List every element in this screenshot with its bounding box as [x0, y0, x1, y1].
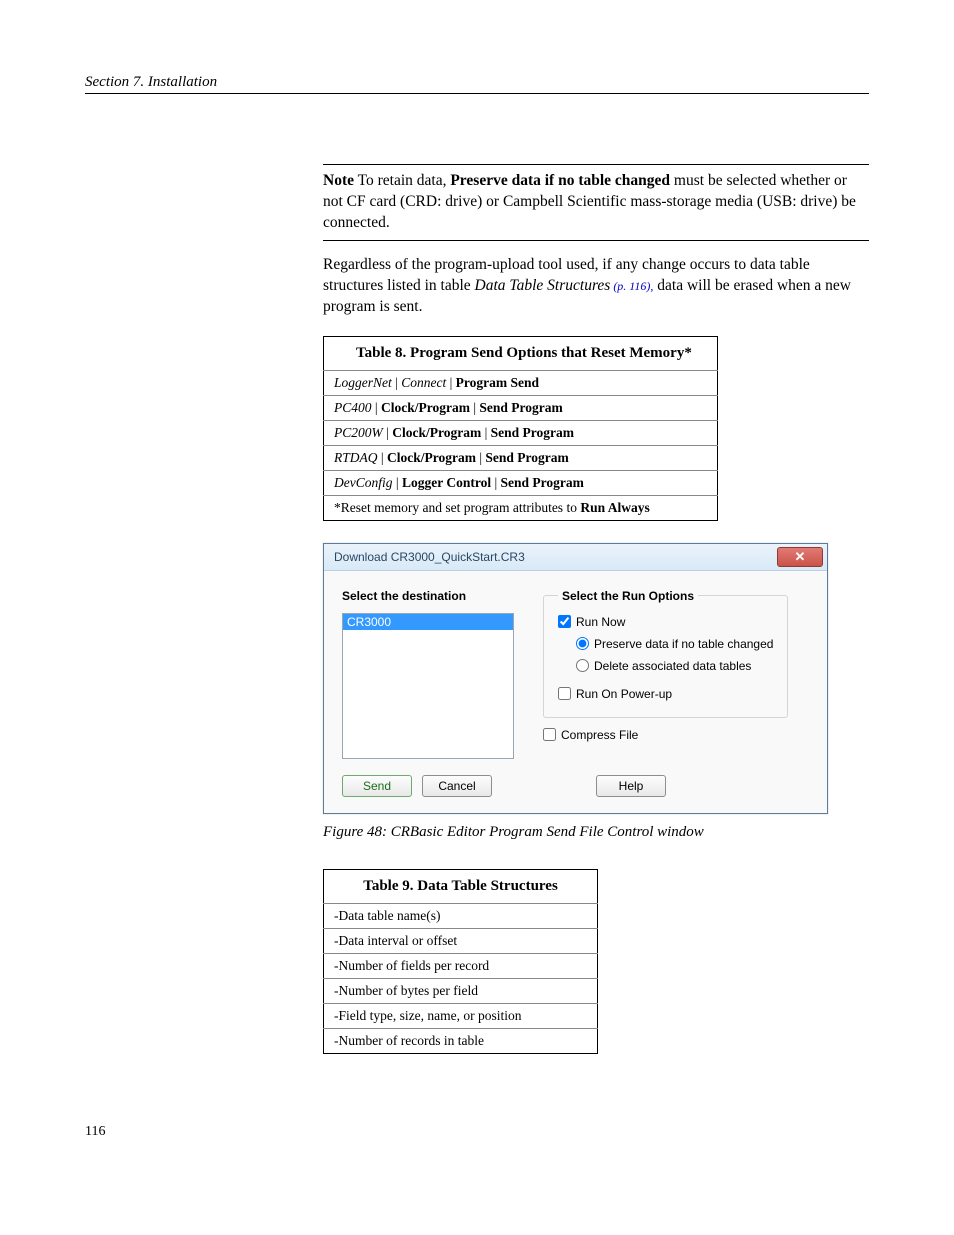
help-button[interactable]: Help: [596, 775, 666, 797]
run-powerup-label: Run On Power-up: [576, 687, 672, 701]
t8-r4-sep: |: [393, 475, 402, 490]
table-row: PC400 | Clock/Program | Send Program: [324, 395, 718, 420]
preserve-radio[interactable]: [576, 637, 589, 650]
table-8: Table 8. Program Send Options that Reset…: [323, 336, 718, 521]
table-row: LoggerNet | Connect | Program Send: [324, 370, 718, 395]
send-button[interactable]: Send: [342, 775, 412, 797]
t8-r2-sep2: |: [481, 425, 490, 440]
table-9: Table 9. Data Table Structures -Data tab…: [323, 869, 598, 1054]
t8-r1-sep2: |: [470, 400, 479, 415]
table-row: PC200W | Clock/Program | Send Program: [324, 420, 718, 445]
table-8-footer: *Reset memory and set program attributes…: [324, 495, 718, 520]
t8-r4-b: Logger Control: [402, 475, 491, 490]
t8-r1-b: Clock/Program: [381, 400, 470, 415]
para1-link[interactable]: (p. 116),: [610, 279, 653, 293]
table-row: -Number of fields per record: [324, 953, 598, 978]
t8-r1-it: PC400: [334, 400, 372, 415]
t8-r0-it: LoggerNet: [334, 375, 392, 390]
dialog-titlebar: Download CR3000_QuickStart.CR3 ✕: [324, 544, 827, 571]
dialog-title: Download CR3000_QuickStart.CR3: [334, 550, 777, 564]
close-icon: ✕: [795, 549, 806, 565]
note-bold-1: Preserve data if no table changed: [450, 172, 670, 189]
t8-r2-b: Clock/Program: [392, 425, 481, 440]
t8-r2-it: PC200W: [334, 425, 383, 440]
t8-r2-b2: Send Program: [491, 425, 574, 440]
run-options-legend: Select the Run Options: [558, 589, 698, 603]
table-row: -Field type, size, name, or position: [324, 1003, 598, 1028]
cancel-button[interactable]: Cancel: [422, 775, 492, 797]
note-lead: Note: [323, 172, 354, 189]
t8-foot-1: *Reset memory and set program attributes…: [334, 500, 580, 515]
t8-r3-b2: Send Program: [485, 450, 568, 465]
t8-r4-b2: Send Program: [501, 475, 584, 490]
table-9-title: Table 9. Data Table Structures: [324, 869, 598, 903]
t8-r3-sep2: |: [476, 450, 485, 465]
preserve-label: Preserve data if no table changed: [594, 637, 773, 651]
section-header: Section 7. Installation: [85, 74, 869, 94]
t8-r1-sep: |: [372, 400, 381, 415]
t8-r0-sep2: |: [446, 375, 455, 390]
compress-label: Compress File: [561, 728, 638, 742]
run-powerup-checkbox[interactable]: [558, 687, 571, 700]
close-button[interactable]: ✕: [777, 547, 823, 567]
t8-r0-it2: Connect: [401, 375, 446, 390]
run-now-label: Run Now: [576, 615, 625, 629]
destination-label: Select the destination: [342, 589, 517, 603]
para1-ital: Data Table Structures: [475, 277, 611, 294]
t8-foot-2: Run Always: [580, 500, 649, 515]
t8-r1-b2: Send Program: [479, 400, 562, 415]
paragraph-1: Regardless of the program-upload tool us…: [323, 255, 869, 318]
t8-r2-sep: |: [383, 425, 392, 440]
destination-listbox[interactable]: CR3000: [342, 613, 514, 759]
t8-r3-it: RTDAQ: [334, 450, 378, 465]
table-row: DevConfig | Logger Control | Send Progra…: [324, 470, 718, 495]
table-row: -Number of bytes per field: [324, 978, 598, 1003]
run-now-checkbox[interactable]: [558, 615, 571, 628]
note-block: Note To retain data, Preserve data if no…: [323, 164, 869, 241]
delete-label: Delete associated data tables: [594, 659, 751, 673]
page-number: 116: [85, 1124, 869, 1140]
figure-caption: Figure 48: CRBasic Editor Program Send F…: [323, 824, 869, 841]
table-row: -Data interval or offset: [324, 928, 598, 953]
table-row: -Number of records in table: [324, 1028, 598, 1053]
table-row: -Data table name(s): [324, 903, 598, 928]
table-8-title: Table 8. Program Send Options that Reset…: [324, 336, 718, 370]
table-row: RTDAQ | Clock/Program | Send Program: [324, 445, 718, 470]
t8-r0-sep: |: [392, 375, 401, 390]
t8-r3-b: Clock/Program: [387, 450, 476, 465]
download-dialog: Download CR3000_QuickStart.CR3 ✕ Select …: [323, 543, 828, 814]
delete-radio[interactable]: [576, 659, 589, 672]
t8-r3-sep: |: [378, 450, 387, 465]
t8-r0-b: Program Send: [456, 375, 539, 390]
list-item[interactable]: CR3000: [343, 614, 513, 630]
note-text-1: To retain data,: [354, 172, 450, 189]
t8-r4-it: DevConfig: [334, 475, 393, 490]
t8-r4-sep2: |: [491, 475, 500, 490]
compress-checkbox[interactable]: [543, 728, 556, 741]
run-options-group: Select the Run Options Run Now Preserve …: [543, 589, 788, 718]
